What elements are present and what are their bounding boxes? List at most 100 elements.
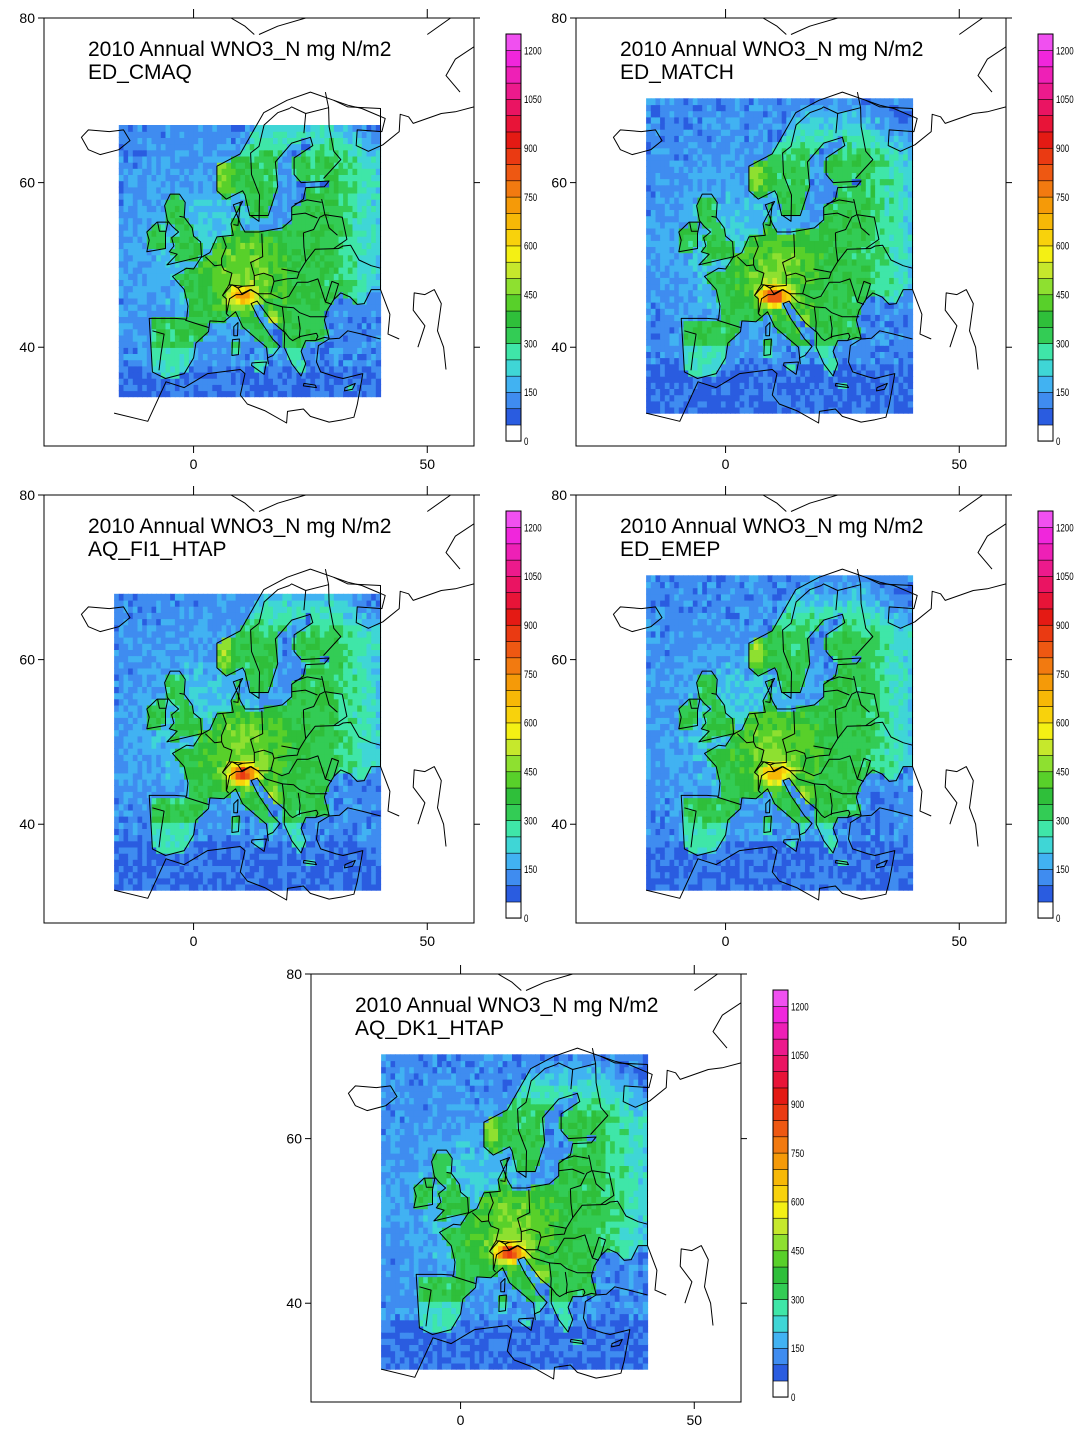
heat-cell: [231, 223, 237, 231]
heat-cell: [179, 285, 185, 293]
heat-cell: [786, 302, 792, 309]
heat-cell: [333, 229, 340, 237]
heat-cell: [711, 357, 717, 365]
heat-cell: [156, 236, 162, 243]
heat-cell: [833, 320, 839, 328]
heat-cell: [226, 186, 232, 194]
heat-cell: [184, 192, 190, 200]
heat-cell: [650, 363, 657, 371]
heat-cell: [706, 215, 713, 223]
heat-cell: [310, 310, 316, 317]
heat-cell: [193, 174, 199, 182]
heat-cell: [202, 143, 209, 151]
heat-cell: [333, 168, 340, 175]
heat-cell: [791, 209, 797, 217]
heat-cell: [646, 190, 652, 198]
heat-cell: [889, 215, 895, 223]
heat-cell: [263, 223, 269, 231]
heat-cell: [305, 285, 311, 293]
heat-cell: [366, 304, 372, 311]
heat-cell: [744, 302, 750, 309]
heat-cell: [361, 174, 368, 182]
heat-cell: [296, 390, 302, 398]
heat-cell: [772, 240, 778, 247]
heat-cell: [375, 378, 382, 385]
heat-cell: [758, 190, 764, 198]
heat-cell: [800, 302, 806, 309]
heat-cell: [132, 316, 139, 324]
heat-cell: [259, 359, 265, 367]
heat-cell: [720, 369, 727, 377]
heat-cell: [819, 190, 825, 198]
heat-cell: [865, 295, 872, 303]
heat-cell: [347, 334, 354, 342]
heat-cell: [263, 155, 269, 163]
heat-cell: [833, 203, 839, 210]
heat-cell: [856, 376, 862, 383]
heat-cell: [142, 236, 148, 243]
heat-cell: [758, 258, 764, 266]
heat-cell: [366, 267, 372, 274]
heat-cell: [371, 174, 377, 182]
heat-cell: [795, 382, 801, 389]
heat-cell: [259, 260, 265, 268]
heat-cell: [132, 125, 139, 132]
heat-cell: [646, 271, 652, 278]
heat-cell: [777, 363, 783, 371]
country-border: [152, 330, 165, 371]
heat-cell: [179, 137, 185, 145]
heat-cell: [273, 137, 279, 145]
heat-cell: [198, 174, 204, 182]
heat-cell: [683, 264, 689, 272]
heat-cell: [851, 178, 858, 186]
heat-cell: [268, 384, 274, 392]
heat-cell: [856, 388, 862, 396]
heat-cell: [730, 209, 736, 217]
heat-cell: [870, 227, 876, 235]
heat-cell: [674, 166, 680, 173]
heat-cell: [865, 332, 872, 340]
heat-cell: [664, 178, 671, 186]
heat-cell: [777, 147, 783, 155]
heat-cell: [179, 162, 185, 169]
heat-cell: [188, 347, 195, 354]
heat-cell: [151, 322, 157, 330]
heat-cell: [664, 302, 671, 309]
heat-cell: [669, 277, 675, 285]
heat-cell: [268, 273, 274, 280]
heat-cell: [235, 205, 241, 213]
heat-cell: [202, 322, 209, 330]
heat-cell: [254, 125, 260, 132]
heat-cell: [212, 267, 218, 274]
heat-cell: [739, 209, 745, 217]
heat-cell: [137, 267, 143, 274]
heat-cell: [165, 353, 171, 361]
heat-cell: [240, 390, 246, 398]
heat-cell: [786, 166, 792, 173]
heat-cell: [301, 378, 307, 385]
heat-cell: [692, 184, 699, 192]
heat-cell: [198, 297, 204, 305]
heat-cell: [371, 125, 377, 132]
heat-cell: [898, 271, 904, 278]
heat-cell: [347, 353, 354, 361]
heat-cell: [132, 155, 139, 163]
heat-cell: [748, 400, 755, 408]
heat-cell: [865, 302, 872, 309]
heat-cell: [193, 211, 199, 219]
heat-cell: [791, 308, 797, 315]
heat-cell: [650, 271, 657, 278]
heat-cell: [875, 345, 881, 352]
heat-cell: [198, 267, 204, 274]
heat-cell: [781, 394, 787, 402]
heat-cell: [212, 131, 218, 138]
heat-cell: [207, 205, 213, 213]
heat-cell: [216, 143, 223, 151]
heat-cell: [273, 390, 279, 398]
heat-cell: [338, 322, 344, 330]
heat-cell: [305, 192, 311, 200]
heat-cell: [748, 283, 755, 291]
heat-cell: [786, 178, 792, 186]
heat-cell: [137, 186, 143, 194]
heat-cell: [903, 209, 909, 217]
